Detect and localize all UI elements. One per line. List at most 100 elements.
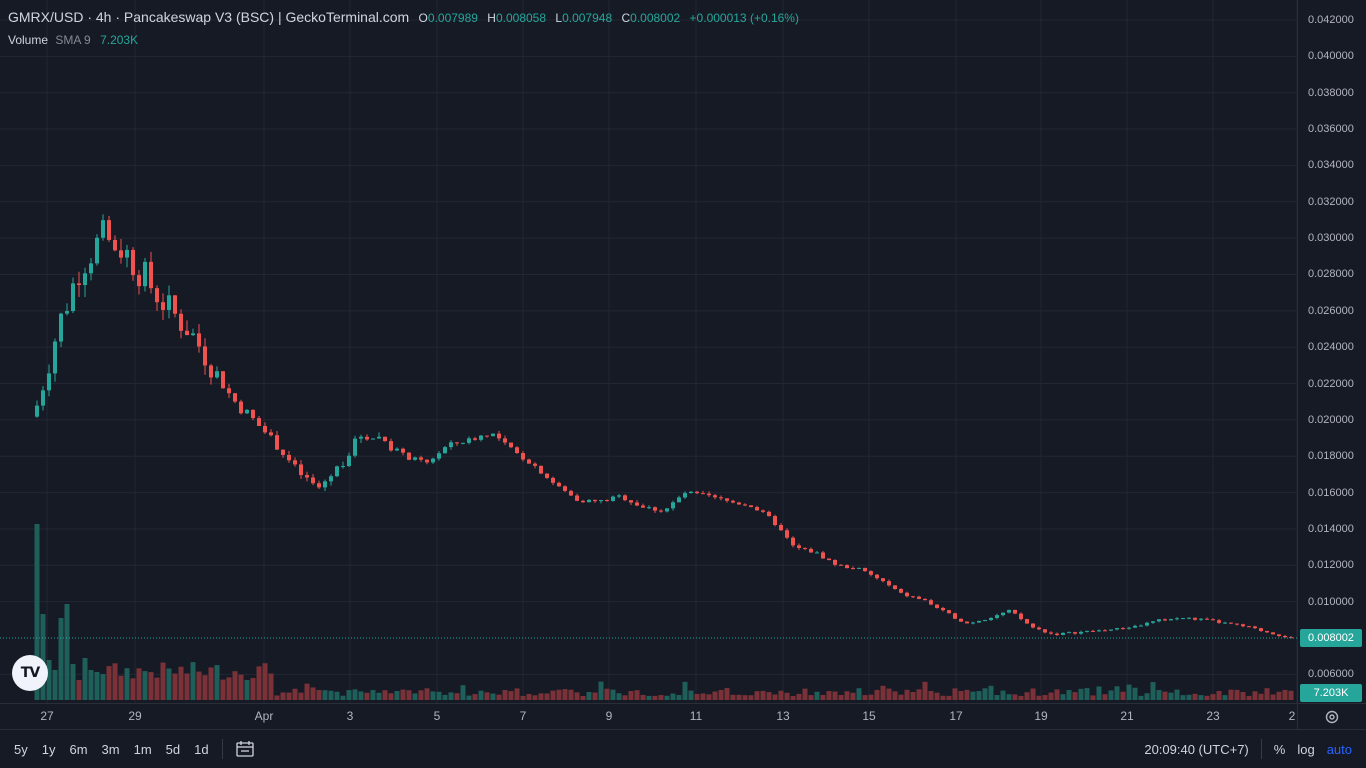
candle-down — [959, 618, 963, 622]
time-tick: 15 — [862, 709, 876, 723]
high-value: 0.008058 — [495, 11, 547, 25]
candle-body — [1223, 622, 1227, 624]
volume-bar-up — [490, 693, 496, 700]
volume-bar-down — [718, 690, 724, 700]
candle-up — [167, 285, 171, 319]
price-axis[interactable]: 0.042000 0.040000 0.038000 0.036000 0.034000… — [1297, 0, 1366, 703]
range-5d-button[interactable]: 5d — [165, 741, 181, 757]
volume-bar-up — [94, 672, 100, 700]
volume-bar-up — [340, 695, 346, 700]
candle-down — [389, 438, 393, 452]
candle-down — [1217, 619, 1221, 624]
range-6m-button[interactable]: 6m — [69, 741, 88, 757]
open-key: O — [418, 11, 428, 25]
auto-scale-toggle[interactable]: auto — [1326, 741, 1352, 757]
candle-down — [809, 547, 813, 553]
candle-down — [1031, 623, 1035, 629]
candle-body — [1229, 622, 1233, 624]
candle-up — [413, 456, 417, 461]
candle-up — [341, 461, 345, 469]
candle-body — [563, 486, 567, 491]
candle-body — [479, 435, 483, 440]
candle-body — [1085, 630, 1089, 632]
volume-bar-down — [406, 690, 412, 700]
volume-bar-down — [184, 673, 190, 700]
volume-bar-down — [772, 694, 778, 700]
chart-settings-button[interactable] — [1297, 703, 1366, 729]
candle-body — [1145, 622, 1149, 626]
candle-down — [1121, 627, 1125, 630]
volume-bar-down — [1210, 694, 1216, 700]
candle-down — [557, 481, 561, 487]
candle-up — [461, 442, 465, 445]
range-1m-button[interactable]: 1m — [133, 741, 152, 757]
candle-up — [335, 465, 339, 478]
candle-body — [263, 426, 267, 433]
candlestick-chart[interactable] — [0, 0, 1297, 703]
calendar-range-icon[interactable] — [229, 740, 261, 758]
volume-bar-down — [1246, 695, 1252, 700]
range-1d-button[interactable]: 1d — [194, 741, 209, 757]
candle-down — [1193, 617, 1197, 621]
candle-body — [1091, 630, 1095, 632]
candle-down — [701, 490, 705, 495]
candle-up — [1127, 626, 1131, 630]
candle-body — [755, 507, 759, 511]
candle-body — [587, 499, 591, 503]
candle-body — [1127, 627, 1131, 629]
candle-up — [359, 434, 363, 443]
candle-down — [803, 547, 807, 551]
candle-down — [821, 551, 825, 559]
candle-down — [485, 435, 489, 438]
candle-body — [791, 537, 795, 546]
candle-body — [47, 373, 51, 391]
volume-axis-label: 7.203K — [1300, 684, 1362, 702]
candle-down — [941, 606, 945, 612]
volume-bar-down — [508, 691, 514, 700]
candle-down — [713, 493, 717, 500]
symbol-title[interactable]: GMRX/USD · 4h · Pancakeswap V3 (BSC) | G… — [8, 9, 410, 25]
percent-scale-toggle[interactable]: % — [1273, 741, 1286, 757]
candle-body — [707, 493, 711, 496]
candle-body — [1061, 632, 1065, 635]
chart-area[interactable]: GMRX/USD · 4h · Pancakeswap V3 (BSC) | G… — [0, 0, 1297, 703]
volume-bar-up — [244, 679, 250, 700]
candle-up — [1109, 629, 1113, 632]
candle-up — [1001, 612, 1005, 617]
candle-body — [269, 432, 273, 436]
candle-up — [47, 364, 51, 397]
timezone-clock[interactable]: 20:09:40 (UTC+7) — [1144, 741, 1249, 757]
candle-body — [35, 405, 39, 417]
candle-body — [131, 249, 135, 276]
time-axis[interactable]: 27 29 Apr 3 5 7 9 11 13 15 17 19 21 23 2 — [0, 703, 1297, 729]
candle-body — [1007, 609, 1011, 613]
candle-down — [149, 251, 153, 294]
volume-bar-up — [88, 670, 94, 700]
candle-body — [215, 371, 219, 378]
candle-body — [383, 436, 387, 442]
candle-down — [257, 416, 261, 427]
volume-bar-up — [1186, 694, 1192, 700]
range-1y-button[interactable]: 1y — [41, 741, 56, 757]
log-scale-toggle[interactable]: log — [1297, 741, 1315, 757]
volume-bar-down — [496, 694, 502, 700]
candle-body — [1217, 620, 1221, 623]
candle-down — [761, 509, 765, 513]
volume-label[interactable]: Volume — [8, 33, 49, 47]
candle-down — [203, 338, 207, 375]
candle-up — [1007, 609, 1011, 614]
candle-body — [1049, 632, 1053, 634]
price-tick: 0.034000 — [1308, 159, 1354, 172]
candle-down — [749, 505, 753, 508]
volume-bar-down — [220, 679, 226, 700]
candle-down — [737, 501, 741, 505]
range-3m-button[interactable]: 3m — [101, 741, 120, 757]
candle-body — [101, 220, 105, 238]
tradingview-logo-icon[interactable]: TV — [12, 655, 48, 691]
volume-bar-down — [712, 691, 718, 700]
candle-down — [473, 436, 477, 441]
volume-bar-up — [994, 695, 1000, 700]
price-tick: 0.018000 — [1308, 450, 1354, 463]
range-5y-button[interactable]: 5y — [14, 741, 28, 757]
volume-bar-up — [82, 658, 88, 700]
